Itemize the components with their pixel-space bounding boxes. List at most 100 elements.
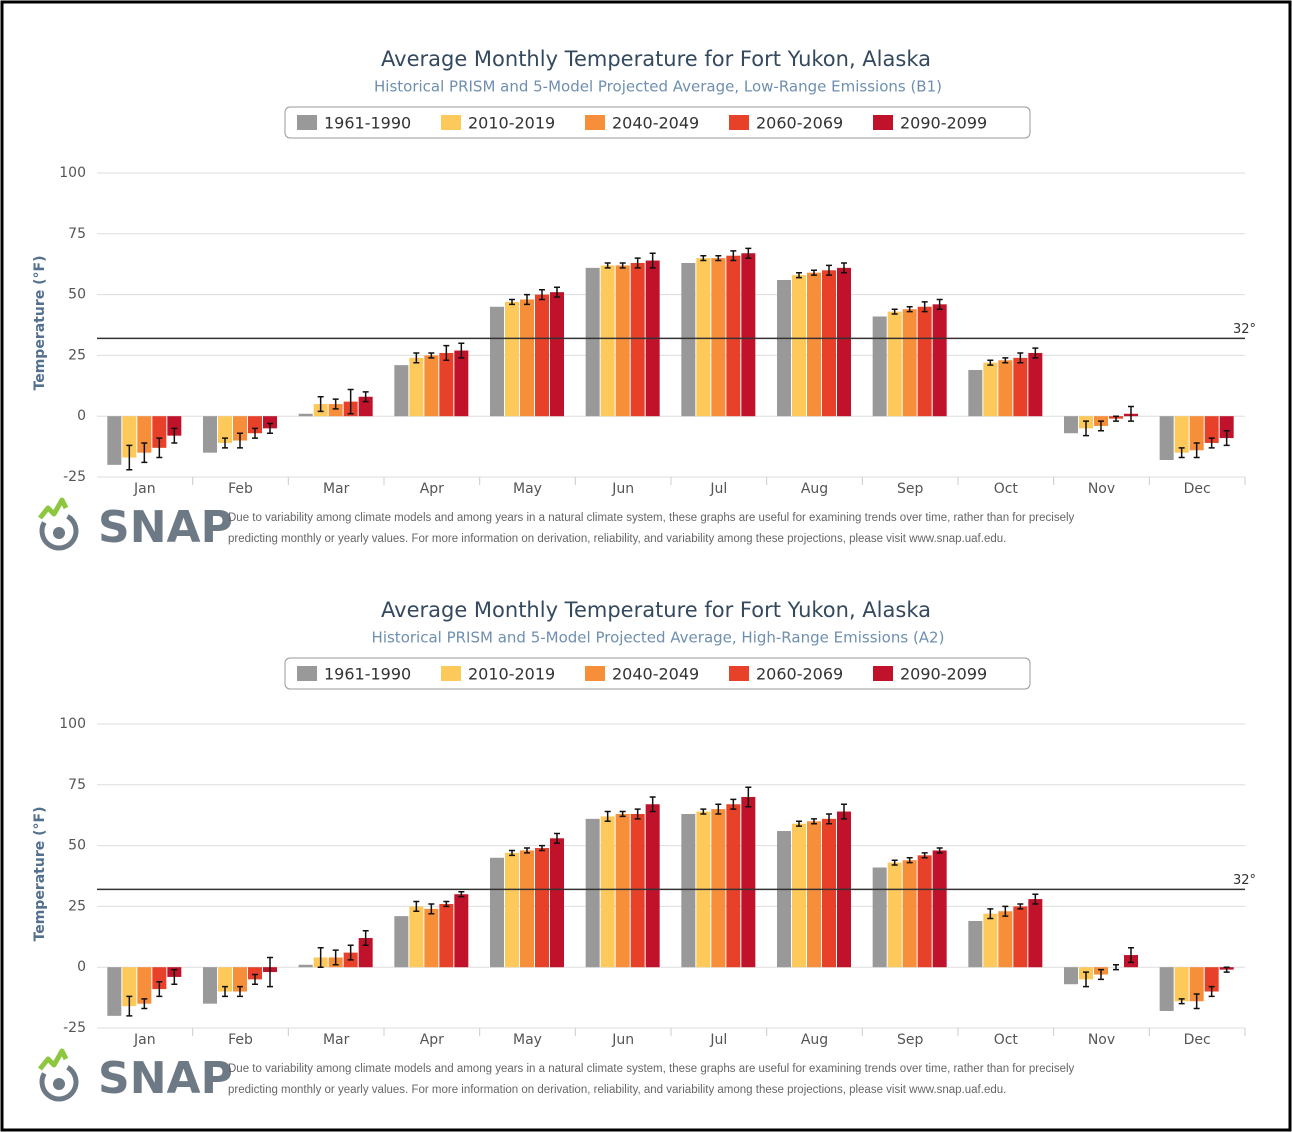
bar	[932, 850, 947, 968]
bar	[585, 267, 600, 417]
bar	[645, 804, 660, 968]
bar	[218, 416, 232, 443]
bar	[902, 860, 917, 968]
x-tick-label: May	[513, 481, 542, 497]
error-bar	[796, 271, 802, 279]
error-bar	[1128, 405, 1134, 422]
bar	[902, 309, 917, 417]
error-bar	[841, 803, 847, 820]
error-bar	[362, 929, 369, 947]
error-bar	[634, 808, 641, 820]
footnote: Due to variability among climate models …	[228, 1063, 1075, 1075]
bar	[1219, 416, 1234, 439]
bar	[550, 838, 564, 968]
legend-label: 1961-1990	[324, 114, 411, 133]
legend-box	[284, 657, 1031, 690]
legend-swatch	[585, 115, 605, 130]
error-bar	[252, 973, 258, 985]
error-bar	[715, 254, 722, 262]
bar	[741, 796, 756, 968]
bar	[122, 416, 137, 458]
error-bar	[1002, 905, 1009, 917]
x-tick-label: Oct	[994, 1032, 1019, 1048]
legend-label: 2040-2049	[612, 665, 699, 684]
x-tick-label: Mar	[323, 1032, 350, 1048]
x-tick-label: Jun	[611, 1032, 634, 1048]
y-tick-label: 25	[68, 898, 86, 914]
y-tick-label: 25	[68, 347, 86, 363]
error-bar	[252, 427, 258, 439]
error-bar	[1113, 415, 1119, 422]
error-bar	[1223, 430, 1230, 447]
error-bar	[237, 432, 243, 449]
x-tick-label: Jun	[611, 481, 634, 497]
error-bar	[428, 352, 435, 359]
x-tick-label: Jul	[709, 1032, 727, 1048]
bar	[505, 301, 519, 417]
logo-spark	[38, 1048, 69, 1071]
error-bar	[332, 398, 339, 410]
bar	[917, 855, 932, 968]
bar	[248, 416, 262, 434]
logo-ring	[39, 1062, 79, 1102]
logo-dot	[53, 527, 65, 539]
legend-label: 2060-2069	[756, 114, 843, 133]
error-bar	[1128, 946, 1134, 964]
footnote: Due to variability among climate models …	[228, 512, 1075, 524]
bar	[490, 857, 504, 968]
bar	[872, 867, 887, 968]
bar	[137, 967, 152, 1004]
bar	[550, 292, 564, 417]
y-tick-label: 0	[77, 959, 86, 975]
error-bar	[891, 859, 898, 866]
error-bar	[604, 810, 611, 823]
legend-swatch	[297, 666, 317, 681]
error-bar	[1223, 966, 1230, 973]
x-tick-label: Nov	[1088, 1032, 1115, 1048]
bar	[711, 258, 726, 417]
bar	[505, 852, 519, 968]
x-tick-label: Jul	[709, 481, 727, 497]
error-bar	[267, 956, 273, 988]
bar	[822, 818, 836, 968]
x-tick-label: Oct	[994, 481, 1019, 497]
bar	[122, 967, 137, 1007]
x-tick-label: Aug	[801, 481, 828, 497]
error-bar	[509, 849, 515, 857]
error-bar	[1002, 357, 1009, 364]
error-bar	[156, 981, 163, 998]
y-tick-label: 50	[68, 287, 86, 303]
error-bar	[1083, 971, 1089, 988]
bar	[439, 352, 454, 417]
error-bar	[509, 298, 515, 306]
x-tick-label: Jan	[133, 481, 156, 497]
error-bar	[745, 786, 752, 808]
bar	[535, 848, 549, 968]
error-bar	[891, 308, 898, 315]
bar	[409, 906, 424, 968]
logo-spark	[38, 497, 69, 520]
bar	[837, 267, 851, 417]
legend-label: 2010-2019	[468, 665, 555, 684]
bar	[983, 913, 998, 968]
bar	[1159, 416, 1174, 460]
bar	[424, 355, 439, 417]
error-bar	[524, 847, 530, 854]
bar	[585, 818, 600, 968]
bar	[233, 416, 247, 441]
y-tick-label: 100	[59, 165, 86, 181]
error-bar	[126, 444, 133, 471]
bar	[203, 967, 217, 1004]
error-bar	[796, 820, 802, 827]
bar	[298, 413, 313, 417]
bar	[998, 360, 1013, 417]
legend-label: 2090-2099	[900, 665, 987, 684]
x-tick-label: Jan	[133, 1032, 156, 1048]
x-tick-label: Sep	[897, 481, 924, 497]
bar	[1159, 967, 1174, 1011]
bar	[358, 396, 373, 417]
bar	[520, 850, 534, 968]
error-bar	[1017, 903, 1024, 910]
bar	[439, 903, 454, 968]
bar	[983, 362, 998, 417]
